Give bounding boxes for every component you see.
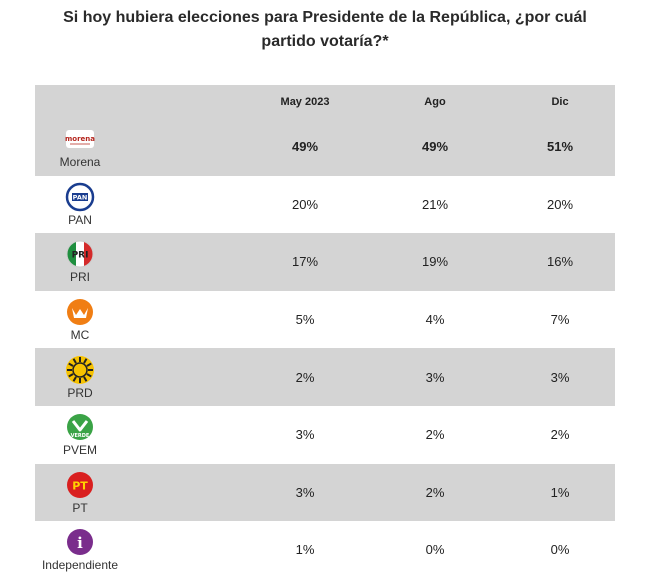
prd-logo-icon: [65, 355, 95, 385]
svg-text:VERDE: VERDE: [71, 433, 90, 439]
value-ago: 0%: [425, 542, 445, 558]
party-name: PVEM: [62, 443, 97, 458]
value-dic: 51%: [546, 139, 574, 155]
svg-text:morena: morena: [65, 135, 95, 143]
party-name: Independiente: [41, 558, 119, 573]
party-cell: PRI PRI: [35, 233, 125, 291]
party-name: PT: [72, 500, 88, 515]
table-row-pri: PRI PRI 17% 19% 16%: [35, 233, 615, 291]
morena-logo-icon: morena: [65, 124, 95, 154]
value-ago: 3%: [425, 369, 445, 385]
table-row-mc: MC 5% 4% 7%: [35, 290, 615, 349]
pt-logo-icon: PT: [65, 470, 95, 500]
party-name: PAN: [68, 212, 92, 227]
value-dic: 0%: [550, 542, 570, 558]
value-may-2023: 3%: [295, 484, 315, 500]
party-cell: PRD: [35, 348, 125, 406]
value-ago: 19%: [421, 254, 449, 270]
value-may-2023: 49%: [291, 139, 319, 155]
value-ago: 2%: [425, 484, 445, 500]
title-line-2: partido votaría?*: [261, 33, 389, 50]
value-ago: 21%: [421, 196, 449, 212]
value-may-2023: 5%: [295, 312, 315, 328]
party-cell: PT PT: [35, 464, 125, 522]
party-cell: morena Morena: [35, 118, 125, 176]
value-dic: 2%: [550, 427, 570, 443]
pvem-logo-icon: VERDE: [65, 412, 95, 442]
value-may-2023: 2%: [295, 369, 315, 385]
party-name: MC: [70, 328, 90, 343]
party-cell: i Independiente: [35, 521, 125, 579]
header-ago: Ago: [424, 95, 446, 108]
svg-text:PRI: PRI: [72, 251, 89, 261]
table-row-pt: PT PT 3% 2% 1%: [35, 463, 615, 522]
table-row-pvem: VERDE PVEM 3% 2% 2%: [35, 405, 615, 464]
table-row-pan: PAN PAN 20% 21% 20%: [35, 175, 615, 234]
header-dic: Dic: [551, 95, 569, 108]
value-dic: 16%: [546, 254, 574, 270]
independiente-logo-icon: i: [65, 527, 95, 557]
mc-logo-icon: [65, 297, 95, 327]
party-cell: VERDE PVEM: [35, 406, 125, 464]
value-ago: 2%: [425, 427, 445, 443]
table-row-independiente: i Independiente 1% 0% 0%: [35, 521, 615, 579]
chart-title: Si hoy hubiera elecciones para President…: [0, 6, 650, 54]
svg-text:PAN: PAN: [73, 193, 88, 201]
value-dic: 3%: [550, 369, 570, 385]
value-dic: 7%: [550, 312, 570, 328]
table-header-row: May 2023 Ago Dic: [35, 85, 615, 118]
party-name: PRI: [69, 270, 90, 285]
pri-logo-icon: PRI: [65, 239, 95, 269]
table-row-morena: morena Morena 49% 49% 51%: [35, 118, 615, 176]
party-name: PRD: [67, 385, 93, 400]
pan-logo-icon: PAN: [65, 182, 95, 212]
title-line-1: Si hoy hubiera elecciones para President…: [63, 9, 587, 26]
value-ago: 49%: [421, 139, 449, 155]
party-cell: PAN PAN: [35, 176, 125, 234]
table-row-prd: PRD 2% 3% 3%: [35, 348, 615, 406]
value-may-2023: 20%: [291, 196, 319, 212]
results-table: May 2023 Ago Dic morena Morena 49% 49% 51% PA…: [35, 85, 615, 579]
value-ago: 4%: [425, 312, 445, 328]
table-body: morena Morena 49% 49% 51% PAN PAN 20% 21% 20% PRI P…: [35, 118, 615, 579]
header-may-2023: May 2023: [280, 95, 330, 108]
value-dic: 20%: [546, 196, 574, 212]
value-may-2023: 17%: [291, 254, 319, 270]
party-name: Morena: [59, 155, 101, 170]
header-party-cell: [35, 85, 125, 118]
party-cell: MC: [35, 291, 125, 349]
value-may-2023: 3%: [295, 427, 315, 443]
svg-text:PT: PT: [72, 479, 88, 492]
value-dic: 1%: [550, 484, 570, 500]
svg-text:i: i: [77, 534, 83, 552]
value-may-2023: 1%: [295, 542, 315, 558]
